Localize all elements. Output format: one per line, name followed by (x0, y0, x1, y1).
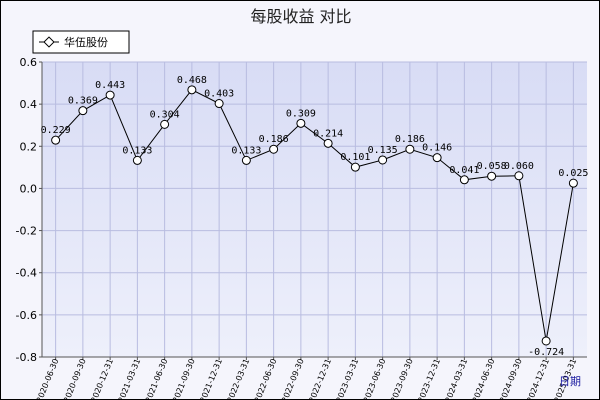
data-label: 0.304 (150, 109, 180, 120)
x-tick-label: 2022-09-30 (280, 357, 306, 399)
x-tick-label: 2022-12-31 (307, 357, 333, 399)
x-tick-label: 2022-06-30 (253, 357, 279, 399)
data-label: 0.146 (422, 143, 452, 154)
data-label: 0.309 (286, 108, 316, 119)
grid-lines (42, 61, 587, 358)
data-label: 0.229 (41, 125, 71, 136)
data-point (160, 119, 170, 129)
y-tick-label: 0.6 (20, 56, 38, 69)
x-tick-label: 2021-03-31 (116, 357, 142, 399)
data-label-layer: 0.229 0.369 0.443 0.133 0.304 0.468 0.403 0.133… (41, 75, 589, 358)
x-tick-label: 2024-03-31 (443, 357, 469, 399)
x-tick-label: 2024-06-30 (471, 357, 497, 399)
y-tick-label: 0.0 (20, 182, 38, 195)
data-point (51, 135, 61, 145)
y-tick-label: -0.6 (16, 309, 37, 322)
diamond-marker-icon (43, 36, 55, 48)
data-point (459, 175, 469, 185)
x-tick-label: 2023-09-30 (389, 357, 415, 399)
legend-box (32, 30, 130, 54)
legend-label: 华伍股份 (64, 35, 108, 49)
data-point (432, 153, 442, 163)
data-point (78, 106, 88, 116)
data-point (487, 171, 497, 181)
x-tick-label: 2021-06-30 (144, 357, 170, 399)
data-label: 0.369 (68, 96, 98, 107)
data-point (187, 85, 197, 95)
data-label: -0.724 (528, 347, 564, 358)
series-line (55, 89, 574, 342)
x-tick-label: 2021-09-30 (171, 357, 197, 399)
x-tick-label: 2020-06-30 (35, 357, 61, 399)
data-point (323, 138, 333, 148)
data-label: 0.060 (504, 161, 534, 172)
x-tick-label: 2024-09-30 (498, 357, 524, 399)
data-point (514, 171, 524, 181)
chart-title: 每股收益 对比 (250, 7, 351, 26)
data-point (541, 336, 551, 346)
data-label: 0.186 (259, 134, 289, 145)
y-axis-ticks: -0.8 -0.6 -0.4 -0.2 0.0 0.2 0.4 0.6 (16, 56, 42, 364)
data-label: 0.101 (340, 152, 370, 163)
data-label: 0.133 (231, 145, 261, 156)
series-layer (51, 85, 578, 346)
data-point (296, 118, 306, 128)
data-label: 0.133 (122, 145, 152, 156)
x-tick-label: 2023-03-31 (334, 357, 360, 399)
x-axis-label: 日期 (559, 375, 581, 388)
data-point (568, 178, 578, 188)
y-tick-label: 0.4 (20, 98, 38, 111)
data-label: 0.186 (395, 134, 425, 145)
x-tick-label: 2023-06-30 (362, 357, 388, 399)
y-tick-label: 0.2 (20, 140, 38, 153)
x-tick-label: 2020-09-30 (62, 357, 88, 399)
data-label: 0.214 (313, 128, 343, 139)
y-tick-label: -0.8 (16, 351, 37, 364)
plot-area (42, 62, 587, 357)
x-tick-label: 2022-03-31 (225, 357, 251, 399)
x-tick-label: 2021-12-31 (198, 357, 224, 399)
data-label: 0.403 (204, 89, 234, 100)
data-point (241, 155, 251, 165)
data-point (132, 155, 142, 165)
x-tick-label: 2020-12-31 (89, 357, 115, 399)
x-axis-ticks: 2020-06-30 2020-09-30 2020-12-31 2021-03-31… (35, 357, 578, 399)
data-label: 0.443 (95, 80, 125, 91)
data-point (105, 90, 115, 100)
y-tick-label: -0.4 (16, 267, 37, 280)
data-point (405, 144, 415, 154)
data-point (214, 99, 224, 109)
data-point (350, 162, 360, 172)
data-label: 0.058 (477, 161, 507, 172)
x-tick-label: 2024-12-31 (525, 357, 551, 399)
y-tick-label: -0.2 (16, 225, 37, 238)
legend: 华伍股份 (32, 30, 130, 54)
x-tick-label: 2023-12-31 (416, 357, 442, 399)
data-label: 0.025 (558, 168, 588, 179)
data-point (269, 144, 279, 154)
data-label: 0.468 (177, 75, 207, 86)
data-label: 0.135 (368, 145, 398, 156)
data-label: 0.041 (449, 165, 479, 176)
data-point (378, 155, 388, 165)
